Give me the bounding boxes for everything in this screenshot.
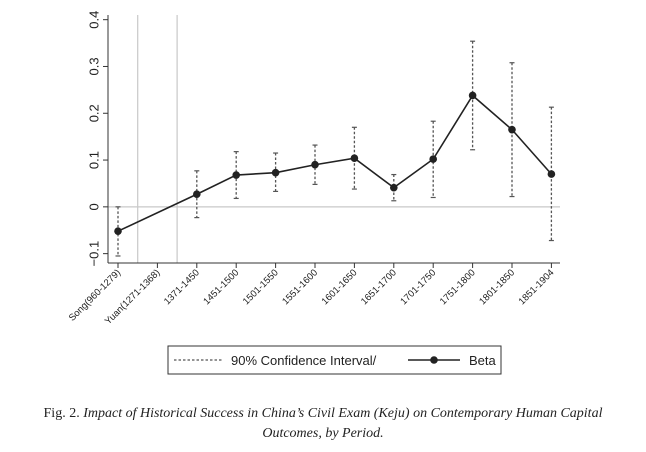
beta-point — [429, 155, 438, 163]
x-tick-label: 1801-1850 — [477, 267, 517, 307]
y-tick-label: −0.1 — [86, 241, 101, 267]
beta-point — [390, 183, 398, 192]
beta-point — [350, 154, 359, 162]
caption-line-1: Fig. 2. Impact of Historical Success in … — [0, 404, 646, 424]
figure-caption: Fig. 2. Impact of Historical Success in … — [0, 404, 646, 444]
beta-point — [193, 190, 201, 199]
beta-point — [311, 160, 319, 169]
caption-title-line-1: Impact of Historical Success in China’s … — [83, 406, 603, 421]
y-tick-label: 0.4 — [86, 11, 101, 29]
caption-title-line-2: Outcomes, by Period. — [262, 426, 384, 441]
x-tick-label: 1451-1500 — [201, 267, 241, 307]
beta-point — [508, 125, 516, 134]
y-tick-label: 0.2 — [86, 104, 101, 122]
beta-point — [271, 168, 280, 177]
legend-ci-label: 90% Confidence Interval/ — [231, 353, 377, 368]
beta-point — [232, 171, 240, 179]
beta-series-line — [117, 94, 552, 232]
x-tick-label: 1371-1450 — [162, 267, 202, 307]
legend-beta-label: Beta — [469, 353, 497, 368]
caption-line-2: Outcomes, by Period. — [0, 424, 646, 444]
beta-point — [114, 227, 122, 235]
x-tick-label: 1501-1550 — [241, 267, 281, 307]
beta-point — [547, 170, 556, 178]
x-tick-label: 1651-1700 — [359, 267, 399, 307]
y-tick-label: 0 — [86, 203, 101, 210]
x-tick-label: 1851-1904 — [517, 267, 557, 307]
x-tick-label: 1551-1600 — [280, 267, 320, 307]
x-tick-label: 1601-1650 — [320, 267, 360, 307]
caption-prefix: Fig. 2. — [43, 406, 80, 421]
plot-area: −0.100.10.20.30.4Song(960-1279)Yuan(1271… — [67, 11, 560, 327]
y-tick-label: 0.1 — [86, 151, 101, 169]
beta-point — [468, 91, 477, 100]
x-tick-label: 1701-1750 — [398, 267, 438, 307]
legend: 90% Confidence Interval/ Beta — [167, 345, 502, 375]
legend-beta-marker — [430, 356, 438, 364]
y-tick-label: 0.3 — [86, 57, 101, 75]
x-tick-label: 1751-1800 — [438, 267, 478, 307]
